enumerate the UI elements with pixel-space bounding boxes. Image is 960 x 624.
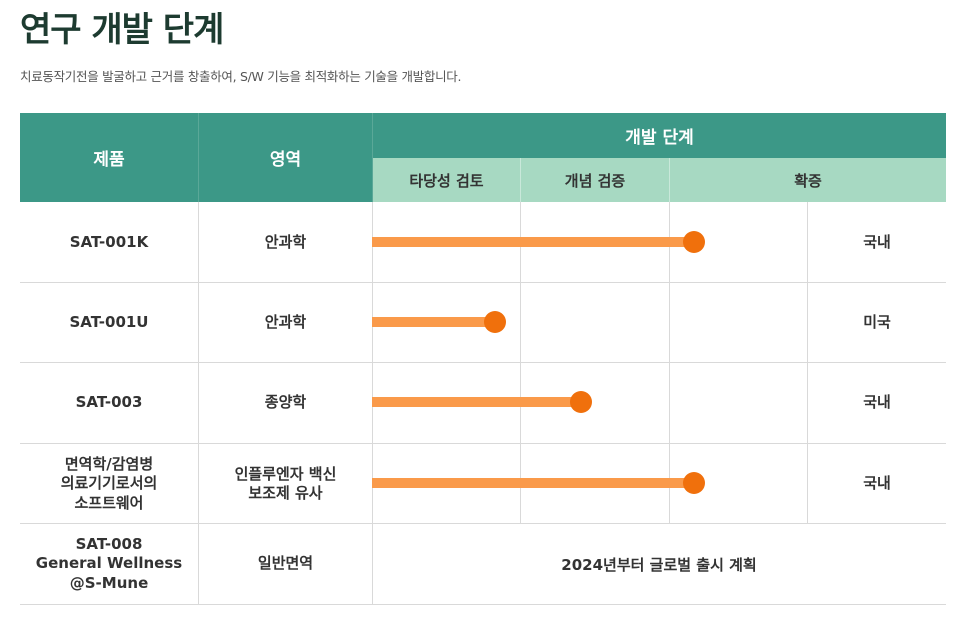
row-product: SAT-001K [69, 233, 149, 252]
row-area: 인플루엔자 백신 보조제 유사 [234, 464, 337, 503]
row-product: SAT-008 General Wellness @S-Mune [35, 534, 183, 592]
row-area: 안과학 [264, 313, 307, 332]
row-area: 안과학 [264, 233, 307, 252]
progress-bar [372, 397, 582, 407]
progress-bar [372, 478, 694, 488]
row-market: 미국 [863, 313, 891, 332]
header-stage-confirmation: 확증 [670, 158, 946, 202]
row-market: 국내 [863, 474, 891, 493]
progress-marker [682, 472, 705, 494]
header-stage-poc: 개념 검증 [521, 158, 669, 202]
progress-bar [372, 237, 694, 247]
page-title: 연구 개발 단계 [20, 10, 224, 50]
header-area: 영역 [199, 113, 372, 202]
header-stage-feasibility: 타당성 검토 [373, 158, 520, 202]
progress-marker [570, 391, 593, 413]
progress-marker [484, 311, 507, 333]
page-subtitle: 치료동작기전을 발굴하고 근거를 창출하여, S/W 기능을 최적화하는 기술을… [20, 69, 462, 84]
row-product: SAT-003 [75, 393, 143, 412]
row-product: SAT-001U [69, 313, 149, 332]
progress-bar [372, 317, 496, 327]
header-product: 제품 [20, 113, 198, 202]
progress-marker [682, 231, 705, 253]
development-stage-table: 제품 영역 개발 단계 타당성 검토 개념 검증 확증 SAT-001K 안과학 국… [20, 113, 946, 605]
row-area: 종양학 [264, 393, 307, 412]
row-market: 국내 [863, 233, 891, 252]
header-stage-group: 개발 단계 [373, 113, 946, 158]
row-market: 국내 [863, 393, 891, 412]
row-area: 일반면역 [257, 554, 314, 573]
row-product: 면역학/감염병 의료기기로서의 소프트웨어 [60, 454, 158, 512]
launch-plan-note: 2024년부터 글로벌 출시 계획 [561, 555, 757, 574]
